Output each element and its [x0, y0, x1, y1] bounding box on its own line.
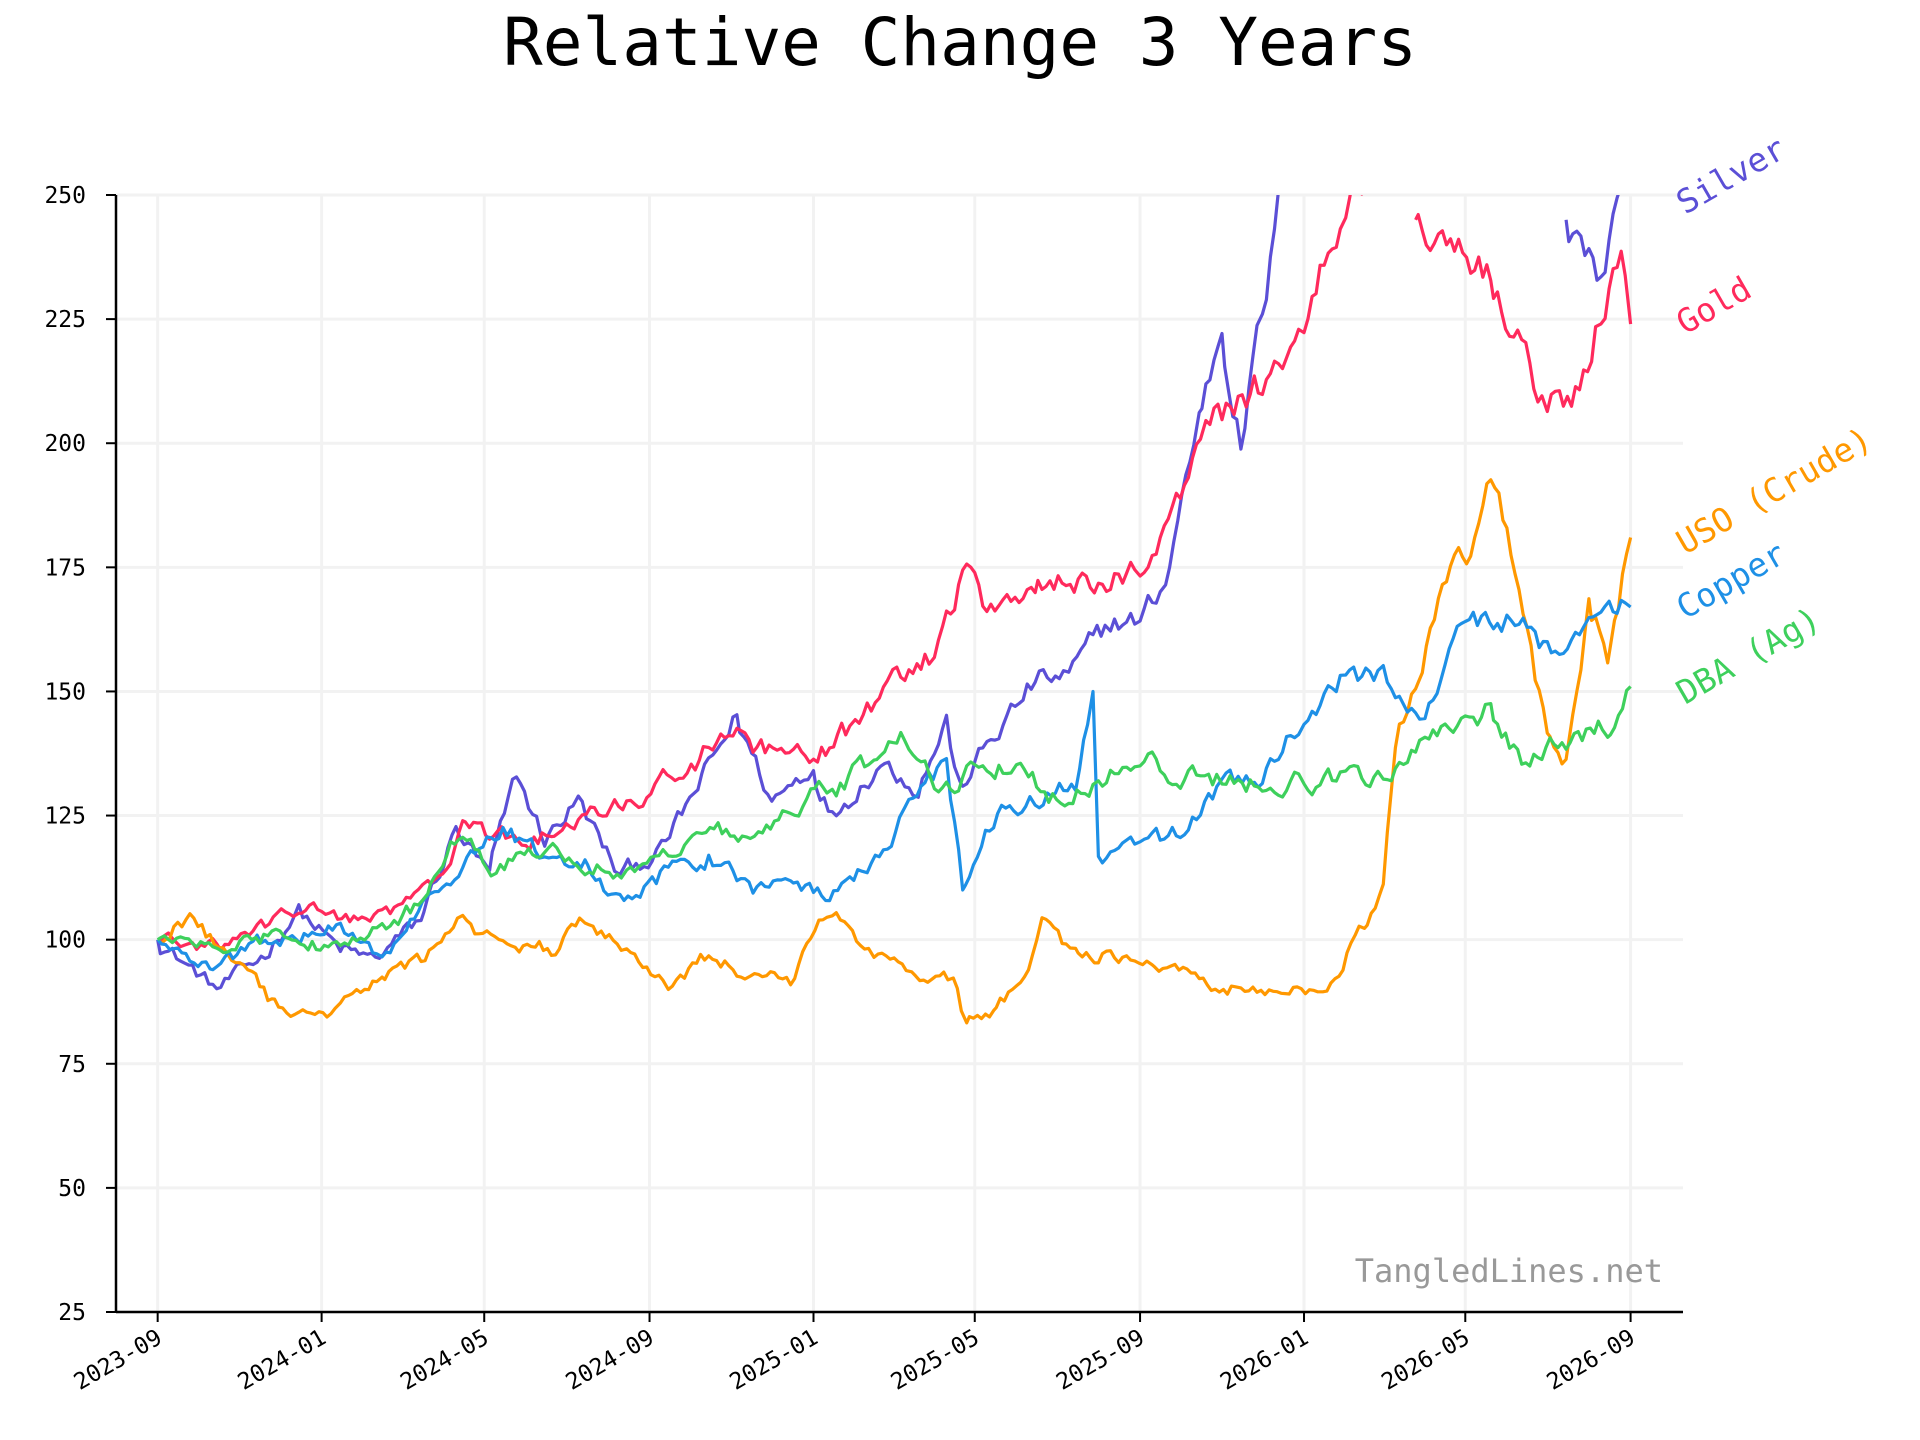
y-tick-label: 200: [44, 431, 86, 457]
y-tick-label: 100: [44, 928, 86, 954]
axes: 25 50 75 100 125 150 175 200 225 250 2023-09 2024-0…: [44, 183, 1683, 1396]
x-tick-label: 2025-01: [726, 1325, 823, 1396]
x-tick-label: 2026-05: [1377, 1325, 1474, 1396]
series-line-silver: [156, 195, 1280, 991]
end-label-gold: Gold: [1670, 268, 1758, 342]
y-tick-label: 175: [44, 555, 86, 581]
x-tick-label: 2026-01: [1216, 1325, 1313, 1396]
x-tick-label: 2025-09: [1052, 1325, 1149, 1396]
x-tick-label: 2024-01: [234, 1325, 331, 1396]
x-tick-label: 2025-05: [887, 1325, 984, 1396]
y-tick-label: 25: [58, 1300, 86, 1326]
y-tick-label: 250: [44, 183, 86, 209]
series-lines: [156, 195, 1633, 1025]
chart-title: Relative Change 3 Years: [503, 4, 1417, 81]
watermark: TangledLines.net: [1355, 1252, 1663, 1290]
grid: [116, 193, 1683, 1314]
end-label-silver: Silver: [1670, 129, 1793, 222]
x-tick-label: 2023-09: [70, 1325, 167, 1396]
series-line-gold: [156, 195, 1364, 952]
y-tick-label: 50: [58, 1176, 86, 1202]
y-tick-label: 75: [58, 1052, 86, 1078]
series-line-gold: [1414, 213, 1633, 414]
x-tick-label: 2024-09: [562, 1325, 659, 1396]
series-line-silver: [1564, 195, 1620, 282]
series-line-dba-ag: [156, 685, 1632, 955]
series-line-copper: [156, 598, 1632, 972]
series-line-uso-crude: [156, 478, 1633, 1025]
y-tick-label: 225: [44, 307, 86, 333]
y-tick-label: 150: [44, 679, 86, 705]
y-tick-label: 125: [44, 804, 86, 830]
x-tick-label: 2024-05: [396, 1325, 493, 1396]
x-tick-label: 2026-09: [1543, 1325, 1640, 1396]
